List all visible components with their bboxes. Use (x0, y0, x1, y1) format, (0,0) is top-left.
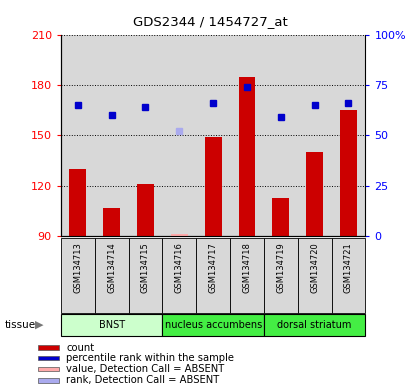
Text: GSM134716: GSM134716 (175, 242, 184, 293)
FancyBboxPatch shape (264, 238, 298, 313)
FancyBboxPatch shape (163, 314, 264, 336)
Text: percentile rank within the sample: percentile rank within the sample (66, 353, 234, 363)
Bar (171, 235, 188, 236)
Text: value, Detection Call = ABSENT: value, Detection Call = ABSENT (66, 364, 224, 374)
Text: GSM134714: GSM134714 (107, 242, 116, 293)
Text: GSM134713: GSM134713 (74, 242, 82, 293)
FancyBboxPatch shape (331, 238, 365, 313)
FancyBboxPatch shape (196, 238, 230, 313)
Text: GSM134718: GSM134718 (242, 242, 252, 293)
FancyBboxPatch shape (298, 238, 331, 313)
Bar (69, 169, 86, 236)
Text: GSM134717: GSM134717 (209, 242, 218, 293)
Bar (340, 110, 357, 236)
Bar (306, 152, 323, 236)
Bar (331, 35, 365, 236)
Bar (196, 35, 230, 236)
FancyBboxPatch shape (230, 238, 264, 313)
Bar (129, 35, 163, 236)
Bar (95, 35, 129, 236)
FancyBboxPatch shape (163, 238, 196, 313)
Text: count: count (66, 343, 94, 353)
Bar (163, 35, 196, 236)
Bar (298, 35, 331, 236)
Text: GSM134720: GSM134720 (310, 242, 319, 293)
Text: ▶: ▶ (35, 320, 43, 330)
Bar (239, 76, 255, 236)
Bar (61, 35, 95, 236)
Bar (230, 35, 264, 236)
FancyBboxPatch shape (61, 238, 95, 313)
Bar (38, 378, 59, 382)
Bar (272, 197, 289, 236)
Bar (38, 367, 59, 371)
Text: nucleus accumbens: nucleus accumbens (165, 320, 262, 330)
Text: dorsal striatum: dorsal striatum (278, 320, 352, 330)
FancyBboxPatch shape (264, 314, 365, 336)
Text: GSM134719: GSM134719 (276, 242, 285, 293)
Bar (38, 346, 59, 350)
Text: GSM134715: GSM134715 (141, 242, 150, 293)
FancyBboxPatch shape (61, 314, 163, 336)
FancyBboxPatch shape (129, 238, 163, 313)
Text: tissue: tissue (4, 320, 35, 330)
Text: GSM134721: GSM134721 (344, 242, 353, 293)
Text: GDS2344 / 1454727_at: GDS2344 / 1454727_at (133, 15, 287, 28)
Text: BNST: BNST (99, 320, 125, 330)
Bar (205, 137, 222, 236)
Text: rank, Detection Call = ABSENT: rank, Detection Call = ABSENT (66, 376, 219, 384)
Bar (103, 208, 120, 236)
Bar (137, 184, 154, 236)
FancyBboxPatch shape (95, 238, 129, 313)
Bar (264, 35, 298, 236)
Bar (38, 356, 59, 361)
